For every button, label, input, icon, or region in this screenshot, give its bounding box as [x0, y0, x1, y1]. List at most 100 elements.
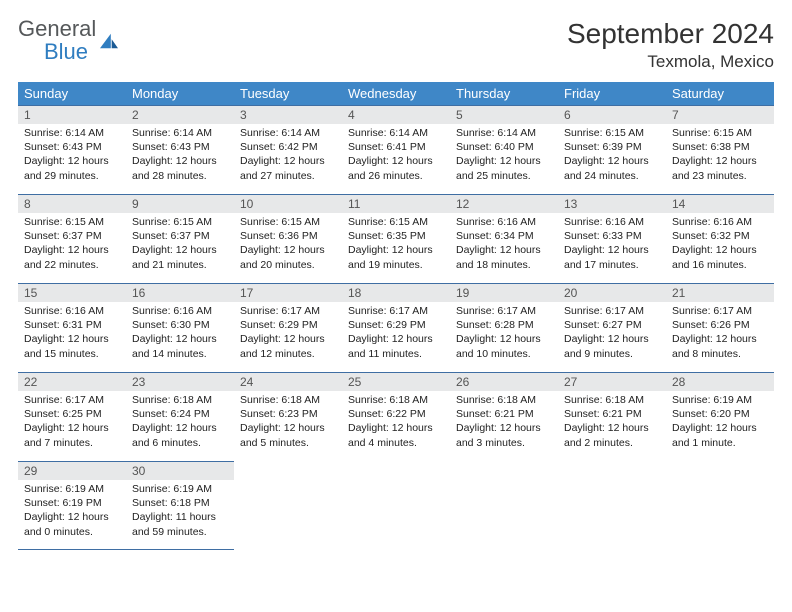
day-body: Sunrise: 6:15 AMSunset: 6:36 PMDaylight:…	[234, 213, 342, 276]
day-body: Sunrise: 6:16 AMSunset: 6:34 PMDaylight:…	[450, 213, 558, 276]
dayhead-thu: Thursday	[450, 82, 558, 105]
calendar-cell: 30Sunrise: 6:19 AMSunset: 6:18 PMDayligh…	[126, 461, 234, 550]
day-body: Sunrise: 6:18 AMSunset: 6:22 PMDaylight:…	[342, 391, 450, 454]
day-body: Sunrise: 6:17 AMSunset: 6:29 PMDaylight:…	[234, 302, 342, 365]
day-number: 30	[126, 462, 234, 480]
calendar-cell: 19Sunrise: 6:17 AMSunset: 6:28 PMDayligh…	[450, 283, 558, 372]
dayhead-fri: Friday	[558, 82, 666, 105]
calendar-cell: 17Sunrise: 6:17 AMSunset: 6:29 PMDayligh…	[234, 283, 342, 372]
calendar-cell: 9Sunrise: 6:15 AMSunset: 6:37 PMDaylight…	[126, 194, 234, 283]
day-number: 20	[558, 284, 666, 302]
calendar-cell: 23Sunrise: 6:18 AMSunset: 6:24 PMDayligh…	[126, 372, 234, 461]
dayhead-sat: Saturday	[666, 82, 774, 105]
dayhead-mon: Monday	[126, 82, 234, 105]
day-number: 28	[666, 373, 774, 391]
calendar-cell: 27Sunrise: 6:18 AMSunset: 6:21 PMDayligh…	[558, 372, 666, 461]
day-body: Sunrise: 6:18 AMSunset: 6:21 PMDaylight:…	[558, 391, 666, 454]
day-number: 25	[342, 373, 450, 391]
day-body: Sunrise: 6:14 AMSunset: 6:43 PMDaylight:…	[18, 124, 126, 187]
calendar-cell: 20Sunrise: 6:17 AMSunset: 6:27 PMDayligh…	[558, 283, 666, 372]
day-body: Sunrise: 6:17 AMSunset: 6:25 PMDaylight:…	[18, 391, 126, 454]
header: General Blue September 2024 Texmola, Mex…	[18, 18, 774, 72]
calendar-cell: 13Sunrise: 6:16 AMSunset: 6:33 PMDayligh…	[558, 194, 666, 283]
day-number: 13	[558, 195, 666, 213]
logo: General Blue	[18, 18, 120, 64]
day-body: Sunrise: 6:18 AMSunset: 6:21 PMDaylight:…	[450, 391, 558, 454]
calendar-cell: 24Sunrise: 6:18 AMSunset: 6:23 PMDayligh…	[234, 372, 342, 461]
day-body: Sunrise: 6:15 AMSunset: 6:38 PMDaylight:…	[666, 124, 774, 187]
dayhead-tue: Tuesday	[234, 82, 342, 105]
day-number: 9	[126, 195, 234, 213]
dayhead-wed: Wednesday	[342, 82, 450, 105]
calendar-cell	[342, 461, 450, 550]
day-number: 8	[18, 195, 126, 213]
calendar-cell: 21Sunrise: 6:17 AMSunset: 6:26 PMDayligh…	[666, 283, 774, 372]
day-number: 22	[18, 373, 126, 391]
day-body: Sunrise: 6:18 AMSunset: 6:24 PMDaylight:…	[126, 391, 234, 454]
day-number: 12	[450, 195, 558, 213]
calendar-cell: 2Sunrise: 6:14 AMSunset: 6:43 PMDaylight…	[126, 105, 234, 194]
day-body: Sunrise: 6:14 AMSunset: 6:41 PMDaylight:…	[342, 124, 450, 187]
day-number: 10	[234, 195, 342, 213]
calendar-cell: 26Sunrise: 6:18 AMSunset: 6:21 PMDayligh…	[450, 372, 558, 461]
location: Texmola, Mexico	[567, 52, 774, 72]
calendar-cell: 12Sunrise: 6:16 AMSunset: 6:34 PMDayligh…	[450, 194, 558, 283]
calendar-cell: 11Sunrise: 6:15 AMSunset: 6:35 PMDayligh…	[342, 194, 450, 283]
calendar-cell: 18Sunrise: 6:17 AMSunset: 6:29 PMDayligh…	[342, 283, 450, 372]
calendar-cell: 1Sunrise: 6:14 AMSunset: 6:43 PMDaylight…	[18, 105, 126, 194]
calendar-grid: Sunday Monday Tuesday Wednesday Thursday…	[18, 82, 774, 105]
calendar-cell: 16Sunrise: 6:16 AMSunset: 6:30 PMDayligh…	[126, 283, 234, 372]
calendar-cell: 10Sunrise: 6:15 AMSunset: 6:36 PMDayligh…	[234, 194, 342, 283]
day-body: Sunrise: 6:17 AMSunset: 6:27 PMDaylight:…	[558, 302, 666, 365]
day-number: 27	[558, 373, 666, 391]
calendar-cell	[666, 461, 774, 550]
dayhead-sun: Sunday	[18, 82, 126, 105]
day-number: 18	[342, 284, 450, 302]
day-body: Sunrise: 6:17 AMSunset: 6:28 PMDaylight:…	[450, 302, 558, 365]
day-body: Sunrise: 6:16 AMSunset: 6:32 PMDaylight:…	[666, 213, 774, 276]
calendar-cell: 28Sunrise: 6:19 AMSunset: 6:20 PMDayligh…	[666, 372, 774, 461]
day-number: 15	[18, 284, 126, 302]
day-body: Sunrise: 6:16 AMSunset: 6:33 PMDaylight:…	[558, 213, 666, 276]
calendar-cell: 6Sunrise: 6:15 AMSunset: 6:39 PMDaylight…	[558, 105, 666, 194]
calendar-cell: 22Sunrise: 6:17 AMSunset: 6:25 PMDayligh…	[18, 372, 126, 461]
page-title: September 2024	[567, 18, 774, 50]
day-number: 3	[234, 106, 342, 124]
calendar-cell: 25Sunrise: 6:18 AMSunset: 6:22 PMDayligh…	[342, 372, 450, 461]
day-body: Sunrise: 6:15 AMSunset: 6:35 PMDaylight:…	[342, 213, 450, 276]
calendar-cell	[450, 461, 558, 550]
day-number: 24	[234, 373, 342, 391]
day-number: 11	[342, 195, 450, 213]
day-number: 4	[342, 106, 450, 124]
day-body: Sunrise: 6:15 AMSunset: 6:39 PMDaylight:…	[558, 124, 666, 187]
day-body: Sunrise: 6:14 AMSunset: 6:42 PMDaylight:…	[234, 124, 342, 187]
day-body: Sunrise: 6:19 AMSunset: 6:19 PMDaylight:…	[18, 480, 126, 543]
day-number: 7	[666, 106, 774, 124]
calendar-cell: 4Sunrise: 6:14 AMSunset: 6:41 PMDaylight…	[342, 105, 450, 194]
day-body: Sunrise: 6:18 AMSunset: 6:23 PMDaylight:…	[234, 391, 342, 454]
day-number: 19	[450, 284, 558, 302]
day-body: Sunrise: 6:17 AMSunset: 6:29 PMDaylight:…	[342, 302, 450, 365]
day-body: Sunrise: 6:16 AMSunset: 6:31 PMDaylight:…	[18, 302, 126, 365]
title-block: September 2024 Texmola, Mexico	[567, 18, 774, 72]
calendar-cell: 5Sunrise: 6:14 AMSunset: 6:40 PMDaylight…	[450, 105, 558, 194]
day-body: Sunrise: 6:17 AMSunset: 6:26 PMDaylight:…	[666, 302, 774, 365]
day-number: 26	[450, 373, 558, 391]
calendar-cell: 15Sunrise: 6:16 AMSunset: 6:31 PMDayligh…	[18, 283, 126, 372]
day-body: Sunrise: 6:19 AMSunset: 6:20 PMDaylight:…	[666, 391, 774, 454]
day-number: 5	[450, 106, 558, 124]
calendar-cell: 8Sunrise: 6:15 AMSunset: 6:37 PMDaylight…	[18, 194, 126, 283]
day-body: Sunrise: 6:14 AMSunset: 6:40 PMDaylight:…	[450, 124, 558, 187]
day-number: 1	[18, 106, 126, 124]
logo-word2: Blue	[44, 39, 88, 64]
day-number: 17	[234, 284, 342, 302]
day-body: Sunrise: 6:19 AMSunset: 6:18 PMDaylight:…	[126, 480, 234, 543]
day-number: 6	[558, 106, 666, 124]
calendar-cell: 14Sunrise: 6:16 AMSunset: 6:32 PMDayligh…	[666, 194, 774, 283]
day-body: Sunrise: 6:15 AMSunset: 6:37 PMDaylight:…	[126, 213, 234, 276]
day-number: 16	[126, 284, 234, 302]
day-body: Sunrise: 6:16 AMSunset: 6:30 PMDaylight:…	[126, 302, 234, 365]
day-number: 2	[126, 106, 234, 124]
calendar-cell: 3Sunrise: 6:14 AMSunset: 6:42 PMDaylight…	[234, 105, 342, 194]
calendar-cell	[234, 461, 342, 550]
